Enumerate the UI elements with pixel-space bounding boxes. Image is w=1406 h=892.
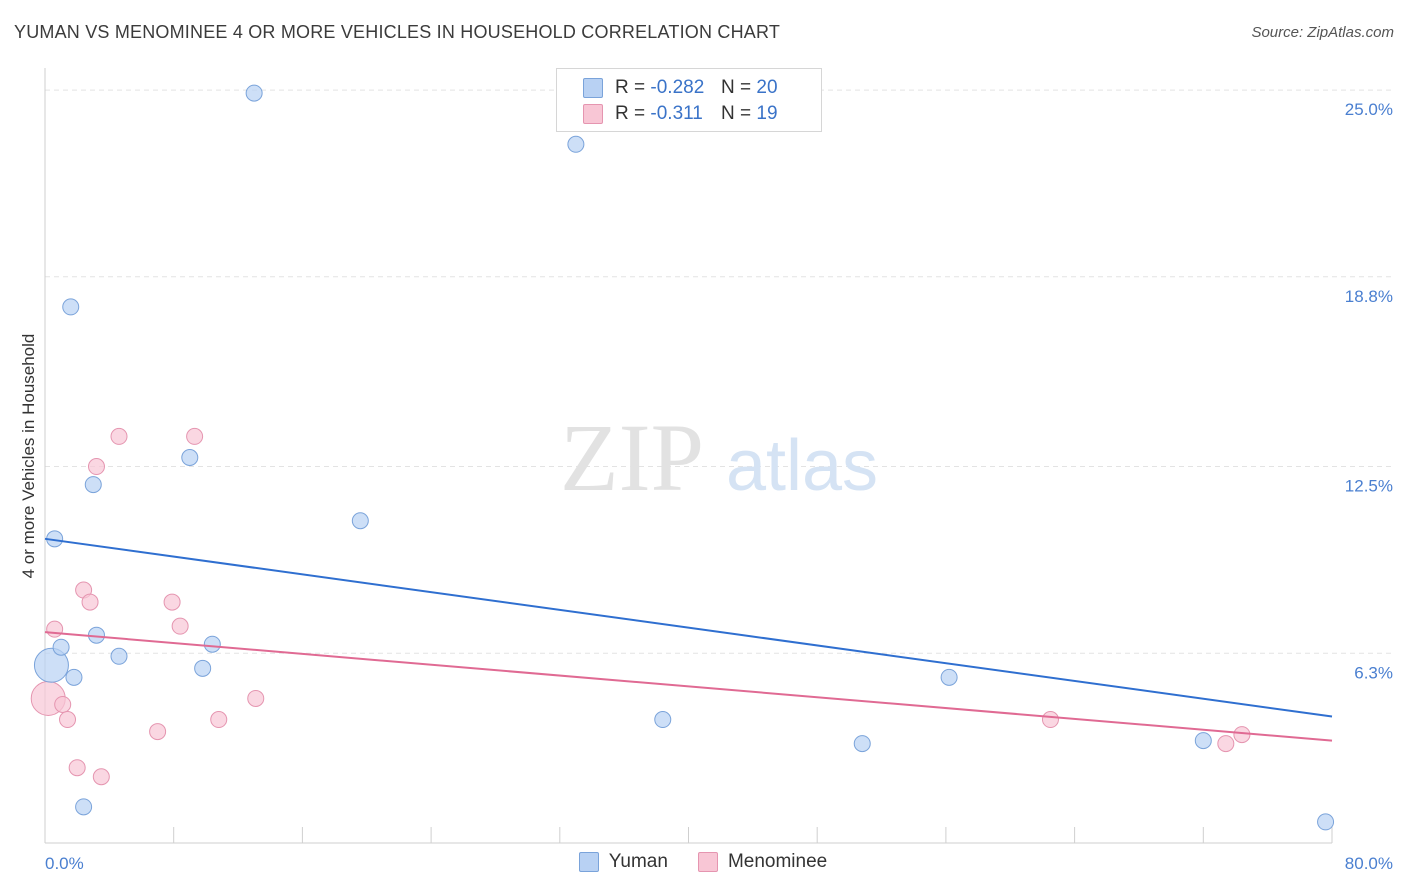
watermark-zip: ZIP xyxy=(560,404,704,511)
y-tick-label: 18.8% xyxy=(1345,287,1393,306)
tick-labels: 6.3% 12.5% 18.8% 25.0% 0.0% 80.0% xyxy=(45,100,1393,873)
menominee-legend-swatch xyxy=(697,852,718,872)
y-tick-label: 6.3% xyxy=(1354,663,1393,682)
yuman-legend-label: Yuman xyxy=(608,851,668,872)
menominee-point xyxy=(87,458,105,476)
series-legend: Yuman Menominee xyxy=(0,851,1406,873)
yuman-point xyxy=(1317,813,1335,831)
menominee-point xyxy=(81,593,99,611)
menominee-point xyxy=(110,427,128,445)
x-tick-label-min: 0.0% xyxy=(45,854,84,873)
menominee-n-value: 19 xyxy=(756,103,778,124)
yuman-point xyxy=(853,735,871,753)
menominee-n-label: N = xyxy=(721,103,752,124)
yuman-point xyxy=(203,635,221,653)
data-points xyxy=(30,84,1335,831)
yuman-r-label: R = xyxy=(615,77,646,98)
y-axis-label: 4 or more Vehicles in Household xyxy=(19,334,38,579)
chart-title: YUMAN VS MENOMINEE 4 OR MORE VEHICLES IN… xyxy=(14,22,781,42)
yuman-point xyxy=(940,668,958,686)
grid-lines xyxy=(45,89,1395,654)
yuman-point xyxy=(351,512,369,530)
legend-item-menominee[interactable]: Menominee xyxy=(697,851,828,873)
menominee-point xyxy=(171,617,189,635)
menominee-point xyxy=(1233,726,1251,744)
yuman-point xyxy=(567,135,585,153)
yuman-trend-line xyxy=(44,537,1333,718)
menominee-point xyxy=(59,711,77,729)
menominee-point xyxy=(1217,735,1235,753)
yuman-point xyxy=(181,449,199,466)
source-label: Source: ZipAtlas.com xyxy=(1251,24,1394,41)
yuman-point xyxy=(33,647,69,683)
menominee-swatch xyxy=(583,104,603,124)
yuman-r-value: -0.282 xyxy=(650,77,705,98)
yuman-point xyxy=(84,476,102,494)
menominee-point xyxy=(1041,711,1059,729)
yuman-n-value: 20 xyxy=(756,77,778,98)
yuman-point xyxy=(75,798,93,816)
correlation-legend: R = -0.282 N = 20 R = -0.311 N = 19 xyxy=(556,68,822,132)
yuman-point xyxy=(654,711,672,729)
watermark-atlas: atlas xyxy=(726,426,878,506)
menominee-legend-label: Menominee xyxy=(727,851,828,872)
menominee-point xyxy=(210,711,228,729)
trend-lines xyxy=(44,537,1333,742)
y-tick-label: 25.0% xyxy=(1345,100,1393,119)
menominee-point xyxy=(46,620,64,638)
watermark: ZIP atlas xyxy=(560,404,878,511)
menominee-r-value: -0.311 xyxy=(650,103,703,124)
y-tick-label: 12.5% xyxy=(1345,477,1393,496)
x-tick-label-max: 80.0% xyxy=(1345,854,1393,873)
menominee-point xyxy=(163,593,181,611)
yuman-swatch xyxy=(583,78,603,98)
menominee-point xyxy=(149,723,167,741)
legend-row-yuman: R = -0.282 N = 20 xyxy=(583,77,778,99)
yuman-point xyxy=(62,298,80,316)
yuman-point xyxy=(52,638,70,656)
menominee-r-label: R = xyxy=(615,103,646,124)
yuman-point xyxy=(245,84,263,102)
yuman-point xyxy=(110,647,128,665)
yuman-legend-swatch xyxy=(578,852,599,872)
menominee-point xyxy=(247,689,265,707)
menominee-point xyxy=(54,695,72,713)
menominee-trend-line xyxy=(44,631,1333,742)
yuman-point xyxy=(65,668,83,686)
menominee-point xyxy=(68,759,86,777)
legend-row-menominee: R = -0.311 N = 19 xyxy=(583,103,778,125)
yuman-point xyxy=(1194,732,1212,750)
yuman-n-label: N = xyxy=(721,77,752,98)
legend-item-yuman[interactable]: Yuman xyxy=(578,851,668,873)
yuman-point xyxy=(194,659,212,677)
menominee-point xyxy=(92,768,110,786)
menominee-point xyxy=(186,427,204,445)
